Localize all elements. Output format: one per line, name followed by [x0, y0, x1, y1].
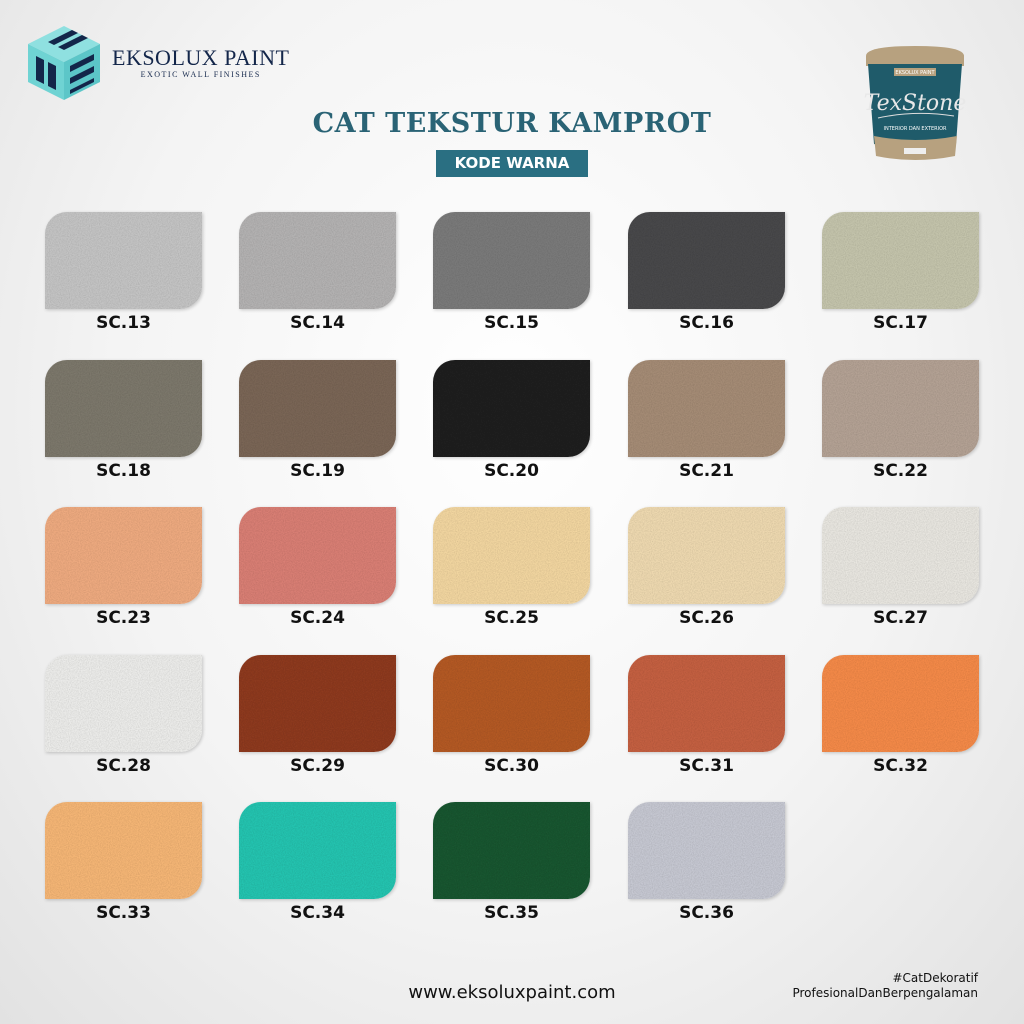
color-swatch	[45, 802, 202, 899]
svg-text:EKSOLUX PAINT: EKSOLUX PAINT	[895, 70, 935, 76]
swatch-code: SC.27	[873, 608, 928, 628]
swatch-code: SC.14	[290, 313, 345, 333]
color-swatch	[239, 802, 396, 899]
swatch-code: SC.22	[873, 461, 928, 481]
brand-tagline: EXOTIC WALL FINISHES	[140, 69, 261, 79]
hashtag: #CatDekoratif	[892, 971, 978, 985]
swatch-code: SC.25	[484, 608, 539, 628]
color-swatch	[628, 802, 785, 899]
product-bucket-image: EKSOLUX PAINT TexStone INTERIOR DAN EXTE…	[864, 46, 967, 160]
swatch-code: SC.20	[484, 461, 539, 481]
color-swatch	[822, 507, 979, 604]
swatch-code: SC.13	[96, 313, 151, 333]
color-code-badge: KODE WARNA	[436, 150, 588, 177]
brand-logo: EKSOLUX PAINT EXOTIC WALL FINISHES	[24, 22, 289, 102]
swatch-code: SC.32	[873, 756, 928, 776]
color-swatch	[45, 360, 202, 457]
swatch-code: SC.26	[679, 608, 734, 628]
color-swatch	[45, 507, 202, 604]
color-swatch	[239, 212, 396, 309]
color-swatch	[628, 360, 785, 457]
color-swatch	[45, 655, 202, 752]
color-swatch	[628, 655, 785, 752]
logo-cube-icon	[28, 26, 100, 100]
swatch-code: SC.23	[96, 608, 151, 628]
color-swatch	[45, 212, 202, 309]
slogan: ProfesionalDanBerpengalaman	[792, 986, 978, 1000]
swatch-code: SC.24	[290, 608, 345, 628]
svg-text:INTERIOR DAN EXTERIOR: INTERIOR DAN EXTERIOR	[884, 126, 947, 132]
swatch-code: SC.30	[484, 756, 539, 776]
swatch-code: SC.34	[290, 903, 345, 923]
swatch-code: SC.18	[96, 461, 151, 481]
color-swatch	[433, 802, 590, 899]
color-swatch	[239, 360, 396, 457]
footer-tagline: #CatDekoratif ProfesionalDanBerpengalama…	[792, 971, 978, 1001]
color-swatch	[433, 655, 590, 752]
color-swatch	[822, 655, 979, 752]
color-swatch	[239, 655, 396, 752]
color-swatch	[239, 507, 396, 604]
color-swatch	[628, 507, 785, 604]
website-url[interactable]: www.eksoluxpaint.com	[408, 982, 616, 1003]
color-swatch	[628, 212, 785, 309]
swatch-code: SC.35	[484, 903, 539, 923]
swatch-code: SC.17	[873, 313, 928, 333]
color-swatch	[822, 360, 979, 457]
product-name: TexStone	[864, 91, 967, 116]
brand-name: EKSOLUX PAINT	[112, 44, 290, 70]
swatch-code: SC.36	[679, 903, 734, 923]
swatch-code: SC.19	[290, 461, 345, 481]
color-swatch	[433, 212, 590, 309]
swatch-code: SC.31	[679, 756, 734, 776]
swatch-code: SC.16	[679, 313, 734, 333]
color-swatch	[822, 212, 979, 309]
swatch-code: SC.21	[679, 461, 734, 481]
swatch-code: SC.33	[96, 903, 151, 923]
swatch-code: SC.29	[290, 756, 345, 776]
swatch-code: SC.15	[484, 313, 539, 333]
color-swatch	[433, 507, 590, 604]
swatch-code: SC.28	[96, 756, 151, 776]
color-swatch	[433, 360, 590, 457]
page-title: CAT TEKSTUR KAMPROT	[312, 108, 712, 139]
